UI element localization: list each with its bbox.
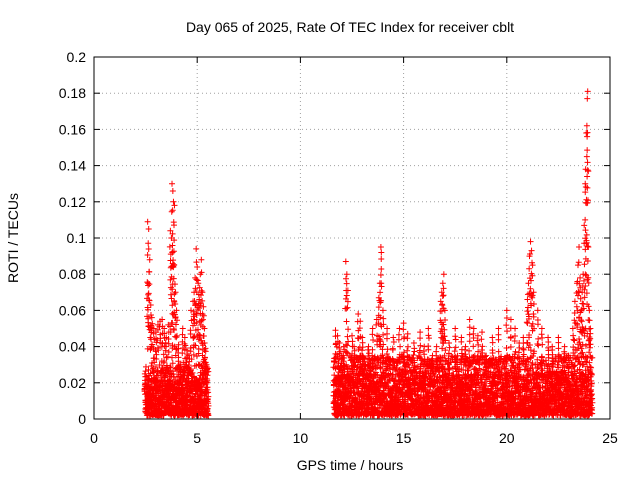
data-points-layer <box>141 88 596 419</box>
data-point <box>145 225 152 232</box>
data-point <box>516 389 523 396</box>
data-point <box>146 268 153 275</box>
data-point <box>460 366 467 373</box>
data-point <box>331 372 338 379</box>
data-point <box>203 389 210 396</box>
data-point <box>478 388 485 395</box>
data-point <box>144 218 151 225</box>
data-point <box>142 363 149 370</box>
data-point <box>167 399 174 406</box>
data-point <box>145 291 152 298</box>
data-point <box>145 240 152 247</box>
data-point <box>481 380 488 387</box>
data-point <box>411 385 418 392</box>
data-point <box>170 371 177 378</box>
data-point <box>477 367 484 374</box>
data-point <box>506 383 513 390</box>
data-point <box>476 382 483 389</box>
data-point <box>405 361 412 368</box>
data-point <box>352 395 359 402</box>
data-point <box>205 412 212 419</box>
data-point <box>502 365 509 372</box>
data-point <box>152 364 159 371</box>
data-point <box>436 378 443 385</box>
data-point <box>467 388 474 395</box>
data-point <box>360 354 367 361</box>
data-point <box>440 361 447 368</box>
data-point <box>472 388 479 395</box>
data-point <box>205 402 212 409</box>
data-point <box>435 394 442 401</box>
grid-layer <box>94 57 610 419</box>
data-point <box>331 358 338 365</box>
data-point <box>377 365 384 372</box>
data-point <box>506 372 513 379</box>
data-point <box>401 399 408 406</box>
data-point <box>351 389 358 396</box>
data-point <box>204 384 211 391</box>
data-point <box>386 365 393 372</box>
data-point <box>471 352 478 359</box>
data-point <box>465 367 472 374</box>
data-point <box>481 369 488 376</box>
data-point <box>355 387 362 394</box>
data-point <box>205 393 212 400</box>
data-point <box>506 380 513 387</box>
data-point <box>389 372 396 379</box>
data-point <box>204 405 211 412</box>
data-point <box>418 357 425 364</box>
data-point <box>385 380 392 387</box>
data-point <box>145 246 152 253</box>
data-point <box>362 365 369 372</box>
data-point <box>473 387 480 394</box>
